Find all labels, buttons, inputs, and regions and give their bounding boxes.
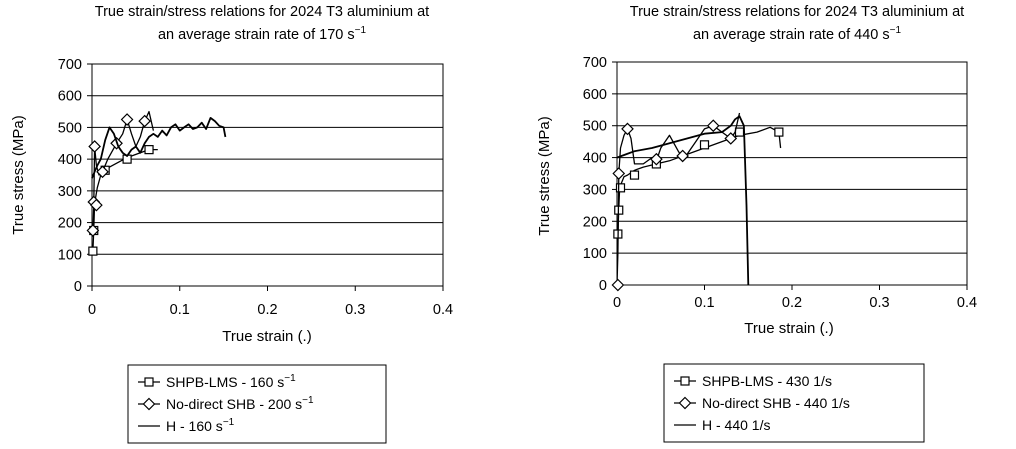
x-axis-label: True strain (.) <box>222 328 311 345</box>
series-line <box>91 117 227 179</box>
legend-box <box>127 364 387 444</box>
x-axis-label: True strain (.) <box>744 320 833 337</box>
data-point-marker <box>734 127 745 137</box>
y-tick-label: 400 <box>583 151 607 167</box>
x-tick-labels: 0 0.1 0.2 0.3 0.4 <box>613 285 977 311</box>
y-tick-label: 100 <box>583 246 607 262</box>
x-tick-label: 0.1 <box>694 295 714 311</box>
data-point-marker <box>611 278 625 292</box>
chart-title-line1: True strain/stress relations for 2024 T3… <box>95 4 429 20</box>
series-line <box>617 126 782 235</box>
legend-entry-text: H - 440 1/s <box>702 417 770 433</box>
y-tick-label: 100 <box>58 247 82 263</box>
series-layer <box>86 110 227 256</box>
x-tick-label: 0.2 <box>257 302 277 318</box>
data-point-marker <box>706 119 720 133</box>
x-tick-label: 0.3 <box>345 302 365 318</box>
y-tick-label: 500 <box>58 120 82 136</box>
legend-swatch-marker <box>144 377 154 387</box>
chart-title-text: an average strain rate of 440 s <box>693 27 890 43</box>
legend-entry-text: No-direct SHB - 440 1/s <box>702 395 850 411</box>
y-tick-label: 400 <box>58 152 82 168</box>
y-tick-labels: 0 100 200 300 400 500 600 700 <box>583 55 617 294</box>
y-tick-label: 0 <box>74 279 82 295</box>
y-tick-label: 200 <box>583 214 607 230</box>
x-tick-label: 0.1 <box>170 302 190 318</box>
legend-entry-text: No-direct SHB - 200 s <box>166 396 302 412</box>
data-point-marker <box>120 113 134 126</box>
data-point-marker <box>629 170 640 180</box>
legend-swatch-marker <box>680 376 690 386</box>
y-tick-label: 700 <box>583 55 607 71</box>
series-line <box>92 148 158 252</box>
y-tick-label: 300 <box>58 184 82 200</box>
x-tick-label: 0.4 <box>433 302 453 318</box>
series-layer <box>611 112 784 292</box>
legend-box <box>663 363 925 443</box>
legend-entry-label: H - 440 1/s <box>702 417 770 433</box>
x-tick-label: 0 <box>613 295 621 311</box>
legend-entry-text: H - 160 s <box>166 418 223 434</box>
legend: SHPB-LMS - 430 1/s No-direct SHB - 440 1/… <box>674 373 850 433</box>
legend-entry-label: H - 160 s−1 <box>166 417 235 434</box>
chart-title-line1: True strain/stress relations for 2024 T3… <box>630 4 964 20</box>
y-tick-label: 0 <box>599 278 607 294</box>
data-point-marker <box>612 167 626 180</box>
chart-right: True strain/stress relations for 2024 T3… <box>536 4 977 443</box>
legend-entry-label: SHPB-LMS - 430 1/s <box>702 373 832 389</box>
plot-area-frame <box>616 61 968 286</box>
legend-entry-sup: −1 <box>302 395 314 406</box>
x-tick-label: 0.3 <box>869 295 889 311</box>
data-point-marker <box>144 145 154 155</box>
data-point-marker <box>621 122 634 136</box>
data-point-marker <box>724 132 738 145</box>
chart-title-line2: an average strain rate of 440 s−1 <box>693 25 902 43</box>
data-point-marker <box>88 246 98 256</box>
data-point-marker <box>90 198 103 212</box>
y-tick-label: 200 <box>58 216 82 232</box>
data-point-marker <box>88 140 101 153</box>
chart-title-sup: −1 <box>355 25 367 36</box>
data-point-marker <box>96 165 109 179</box>
data-point-marker <box>138 114 151 128</box>
y-tick-label: 600 <box>58 89 82 105</box>
data-point-marker <box>676 149 689 163</box>
legend: SHPB-LMS - 160 s−1No-direct SHB - 200 s−… <box>138 373 314 434</box>
chart-title-line2: an average strain rate of 170 s−1 <box>158 25 367 43</box>
x-tick-label: 0 <box>88 302 96 318</box>
plot-area-frame <box>91 63 444 287</box>
series-line <box>616 112 741 286</box>
chart-title-text: an average strain rate of 170 s <box>158 27 355 43</box>
legend-entry-sup: −1 <box>223 417 235 428</box>
legend-entry-text: SHPB-LMS - 160 s <box>166 374 284 390</box>
legend-entry-label: SHPB-LMS - 160 s−1 <box>166 373 296 390</box>
data-point-marker <box>650 152 663 166</box>
grid-lines <box>92 95 443 255</box>
legend-entry-text: SHPB-LMS - 430 1/s <box>702 373 832 389</box>
y-tick-label: 600 <box>583 87 607 103</box>
legend-entry-sup: −1 <box>284 373 296 384</box>
legend-entry-label: No-direct SHB - 200 s−1 <box>166 395 314 412</box>
data-point-marker <box>615 183 626 193</box>
y-tick-labels: 0 100 200 300 400 500 600 700 <box>58 57 92 295</box>
y-axis-label: True stress (MPa) <box>536 116 553 235</box>
grid-lines <box>617 93 967 254</box>
x-tick-label: 0.2 <box>782 295 802 311</box>
x-tick-labels: 0 0.1 0.2 0.3 0.4 <box>88 286 453 318</box>
y-tick-label: 300 <box>583 182 607 198</box>
x-tick-label: 0.4 <box>957 295 977 311</box>
y-tick-label: 700 <box>58 57 82 73</box>
series-line <box>616 115 750 286</box>
legend-swatch-marker <box>142 397 156 411</box>
chart-left: True strain/stress relations for 2024 T3… <box>10 4 453 444</box>
legend-swatch-marker <box>678 396 692 410</box>
chart-title-sup: −1 <box>890 25 902 36</box>
y-axis-label: True stress (MPa) <box>10 115 27 234</box>
legend-entry-label: No-direct SHB - 440 1/s <box>702 395 850 411</box>
data-point-marker <box>774 127 784 137</box>
data-point-marker <box>86 224 100 237</box>
y-tick-label: 500 <box>583 119 607 135</box>
data-point-marker <box>699 140 710 150</box>
